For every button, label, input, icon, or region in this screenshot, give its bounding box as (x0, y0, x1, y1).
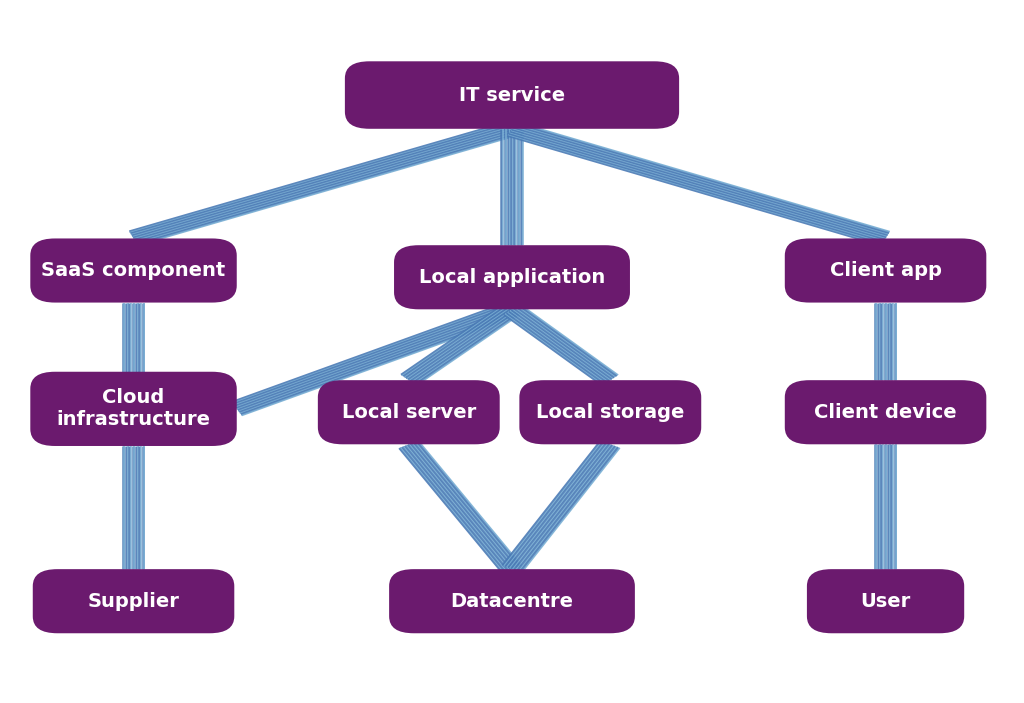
Text: Local application: Local application (419, 268, 605, 287)
Text: Local server: Local server (342, 403, 476, 422)
FancyBboxPatch shape (31, 372, 237, 446)
FancyBboxPatch shape (345, 61, 679, 129)
FancyBboxPatch shape (317, 380, 500, 444)
FancyBboxPatch shape (519, 380, 701, 444)
Text: Client app: Client app (829, 261, 941, 280)
FancyBboxPatch shape (784, 380, 986, 444)
Text: Local storage: Local storage (537, 403, 684, 422)
Text: Client device: Client device (814, 403, 956, 422)
Text: Cloud
infrastructure: Cloud infrastructure (56, 388, 211, 430)
Text: SaaS component: SaaS component (41, 261, 225, 280)
FancyBboxPatch shape (31, 238, 237, 302)
Text: Datacentre: Datacentre (451, 592, 573, 611)
FancyBboxPatch shape (394, 245, 630, 309)
FancyBboxPatch shape (784, 238, 986, 302)
FancyBboxPatch shape (389, 569, 635, 633)
FancyBboxPatch shape (33, 569, 234, 633)
Text: Supplier: Supplier (88, 592, 179, 611)
Text: User: User (860, 592, 910, 611)
Text: IT service: IT service (459, 86, 565, 105)
FancyBboxPatch shape (807, 569, 965, 633)
